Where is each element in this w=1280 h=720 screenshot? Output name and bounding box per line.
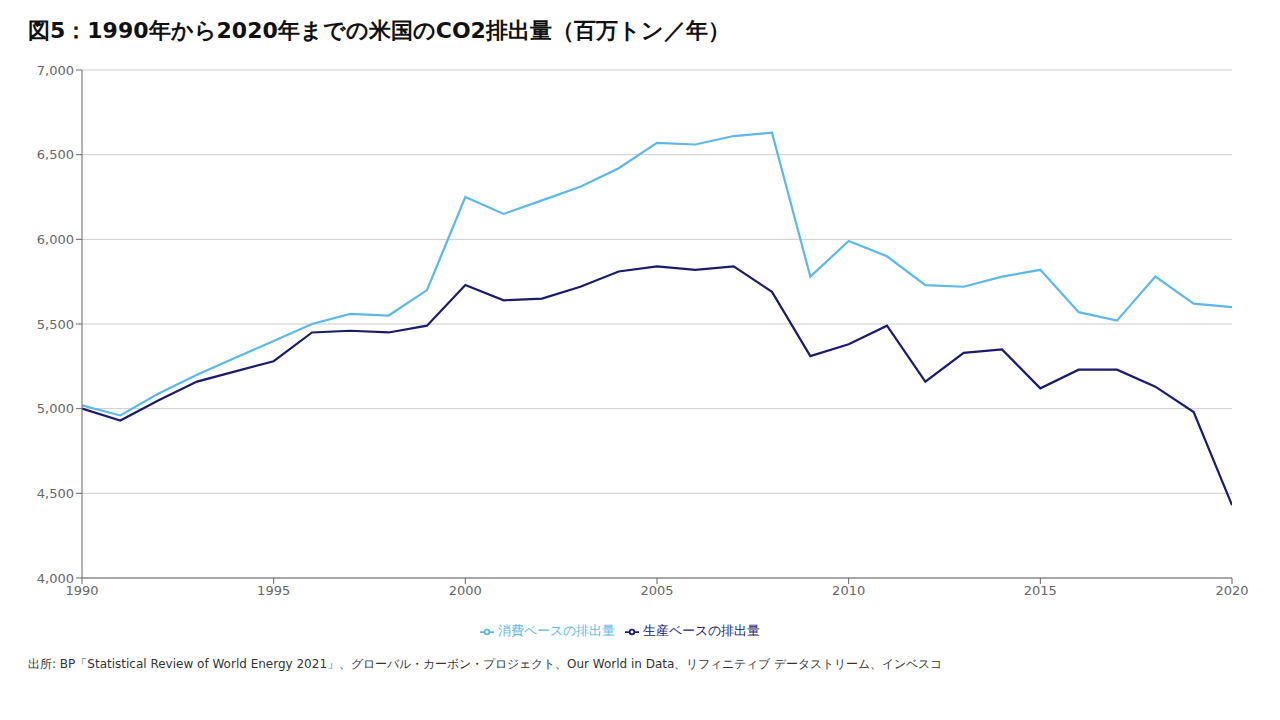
svg-text:4,000: 4,000 [37, 571, 74, 586]
svg-text:2005: 2005 [640, 583, 673, 598]
svg-text:5,000: 5,000 [37, 401, 74, 416]
html-text:出所: BP「Statistical Review of W: 出所: BP「Statistical Review of World Energ… [28, 657, 943, 671]
html-text:図5：1990年から2020年までの米国のCO2排出量（百万: 図5：1990年から2020年までの米国のCO2排出量（百万トン／年） [28, 18, 730, 43]
html-text:生産ベースの排出量: 生産ベースの排出量 [643, 623, 760, 638]
svg-text:1990: 1990 [65, 583, 99, 599]
svg-text:2020: 2020 [1215, 583, 1248, 598]
svg-text:5,500: 5,500 [37, 317, 74, 332]
svg-text:6,500: 6,500 [37, 147, 74, 162]
svg-text:2015: 2015 [1024, 583, 1057, 598]
svg-text:7,000: 7,000 [37, 63, 74, 78]
svg-text:4,500: 4,500 [37, 486, 74, 501]
html-text:消費ベースの排出量: 消費ベースの排出量 [498, 623, 615, 638]
svg-text:2000: 2000 [449, 583, 482, 598]
svg-text:1995: 1995 [257, 583, 290, 598]
svg-text:2010: 2010 [832, 583, 865, 598]
svg-text:6,000: 6,000 [37, 232, 74, 247]
